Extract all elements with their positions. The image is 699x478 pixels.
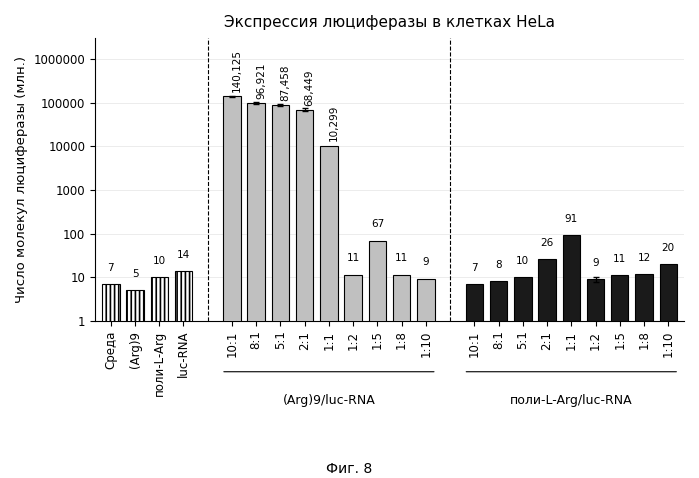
Bar (514, 277, 531, 478)
Bar (611, 275, 628, 478)
Bar (247, 103, 265, 478)
Text: 68,449: 68,449 (305, 69, 315, 106)
Bar (296, 110, 313, 478)
Bar (102, 284, 120, 478)
Text: 7: 7 (471, 263, 477, 273)
Text: поли-L-Arg/luc-RNA: поли-L-Arg/luc-RNA (510, 394, 633, 407)
Text: 67: 67 (370, 219, 384, 229)
Bar (538, 259, 556, 478)
Bar (393, 275, 410, 478)
Bar (586, 279, 604, 478)
Text: 9: 9 (592, 258, 599, 268)
Bar (175, 271, 192, 478)
Y-axis label: Число молекул люциферазы (млн.): Число молекул люциферазы (млн.) (15, 56, 28, 303)
Text: 14: 14 (177, 250, 190, 260)
Bar (490, 282, 507, 478)
Bar (660, 264, 677, 478)
Text: 140,125: 140,125 (232, 49, 242, 92)
Text: 10: 10 (152, 256, 166, 266)
Text: 5: 5 (131, 269, 138, 279)
Text: 10,299: 10,299 (329, 105, 339, 141)
Text: (Arg)9/luc-RNA: (Arg)9/luc-RNA (282, 394, 375, 407)
Text: 87,458: 87,458 (280, 65, 291, 101)
Bar (223, 96, 240, 478)
Text: 12: 12 (637, 252, 651, 262)
Bar (563, 235, 580, 478)
Bar (368, 241, 386, 478)
Bar (127, 290, 144, 478)
Text: 7: 7 (108, 263, 114, 273)
Bar (150, 277, 168, 478)
Text: Фиг. 8: Фиг. 8 (326, 462, 373, 476)
Text: 91: 91 (565, 214, 578, 224)
Bar (320, 146, 338, 478)
Text: 96,921: 96,921 (257, 63, 266, 99)
Text: 10: 10 (517, 256, 529, 266)
Text: 9: 9 (423, 257, 429, 267)
Bar (272, 105, 289, 478)
Text: 11: 11 (347, 253, 360, 263)
Bar (635, 274, 653, 478)
Text: 11: 11 (613, 254, 626, 264)
Bar (417, 279, 435, 478)
Text: 11: 11 (395, 253, 408, 263)
Bar (466, 284, 483, 478)
Text: 20: 20 (662, 243, 675, 253)
Text: 26: 26 (540, 238, 554, 248)
Title: Экспрессия люциферазы в клетках HeLa: Экспрессия люциферазы в клетках HeLa (224, 15, 555, 30)
Text: 8: 8 (496, 261, 502, 270)
Bar (345, 275, 362, 478)
